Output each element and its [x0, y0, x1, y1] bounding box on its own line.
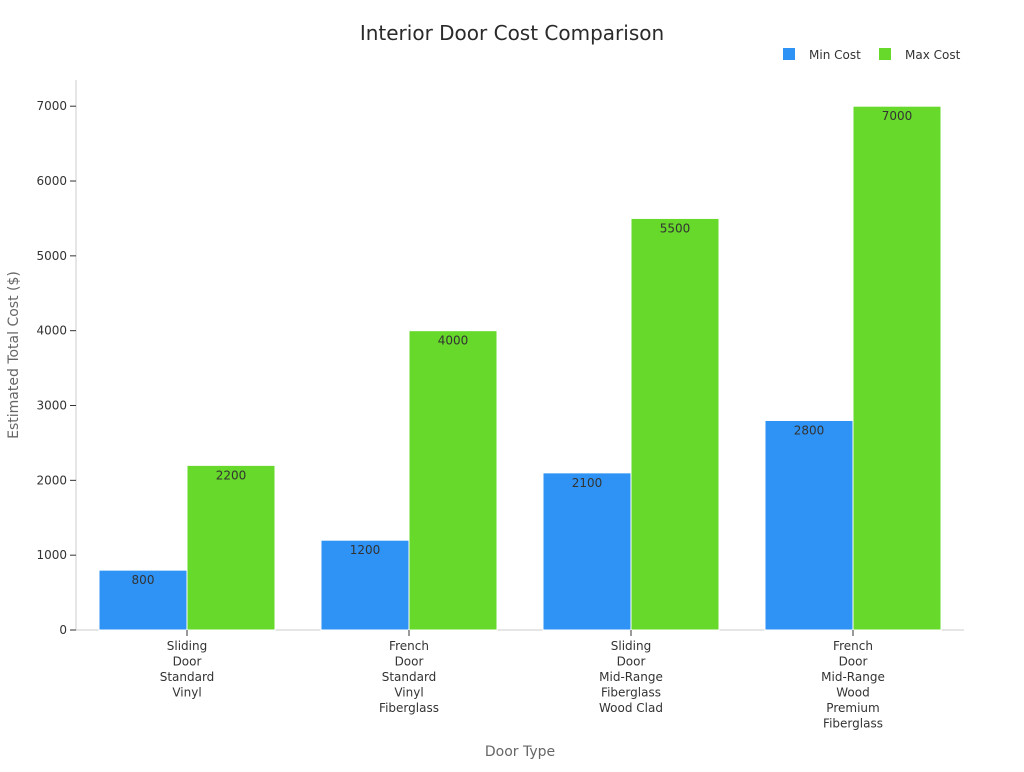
legend-label: Max Cost — [905, 48, 961, 62]
x-tick-label-line: Door — [173, 655, 202, 669]
y-tick-label: 6000 — [36, 174, 67, 188]
data-label: 2100 — [572, 476, 603, 490]
x-tick-label-line: Fiberglass — [379, 701, 439, 715]
x-tick-label-line: Door — [839, 655, 868, 669]
x-tick-label-line: Sliding — [611, 639, 651, 653]
x-tick-label: Sliding Door Mid-Range Fiberglass Wood Clad — [599, 639, 663, 715]
chart-title: Interior Door Cost Comparison — [360, 21, 664, 45]
x-tick-label: French Door Standard Vinyl Fiberglass — [379, 639, 439, 715]
x-tick-label: French Door Mid-Range Wood Premium Fiberglass — [821, 639, 885, 731]
x-tick-label-line: Wood Clad — [599, 701, 663, 715]
x-tick-label-line: Sliding — [167, 639, 207, 653]
x-tick-label-line: Door — [617, 655, 646, 669]
x-tick-label-line: Door — [395, 655, 424, 669]
legend: Min Cost Max Cost — [783, 48, 961, 62]
data-label: 2800 — [794, 423, 825, 437]
y-tick-label: 5000 — [36, 249, 67, 263]
x-tick-label-line: Vinyl — [394, 686, 423, 700]
x-tick-label-line: Vinyl — [172, 686, 201, 700]
bar-max-cost — [630, 217, 720, 631]
y-tick-label: 4000 — [36, 324, 67, 338]
y-tick-label: 0 — [59, 623, 67, 637]
data-label: 7000 — [882, 109, 913, 123]
legend-label: Min Cost — [809, 48, 861, 62]
data-label: 4000 — [438, 334, 469, 348]
data-label: 2200 — [216, 468, 247, 482]
x-tick-label-line: Fiberglass — [823, 717, 883, 731]
x-tick-label-line: Fiberglass — [601, 686, 661, 700]
x-axis-label: Door Type — [485, 744, 555, 760]
y-axis-ticks: 0 1000 2000 3000 4000 5000 6000 7000 — [36, 99, 76, 637]
x-tick-label-line: Standard — [382, 670, 437, 684]
y-tick-label: 7000 — [36, 99, 67, 113]
data-labels-group: 800 2200 1200 4000 2100 5500 2800 7000 — [132, 109, 913, 587]
bar-min-cost — [764, 419, 854, 631]
bar-max-cost — [186, 464, 276, 631]
y-axis-label: Estimated Total Cost ($) — [6, 271, 22, 439]
x-tick-label-line: Mid-Range — [599, 670, 663, 684]
x-tick-label-line: French — [389, 639, 429, 653]
x-tick-label-line: Premium — [826, 701, 879, 715]
x-tick-label-line: French — [833, 639, 873, 653]
x-tick-label-line: Wood — [836, 686, 869, 700]
y-tick-label: 2000 — [36, 473, 67, 487]
data-label: 800 — [132, 573, 155, 587]
y-tick-label: 3000 — [36, 399, 67, 413]
bar-min-cost — [320, 539, 410, 631]
x-tick-label: Sliding Door Standard Vinyl — [160, 639, 215, 700]
bar-min-cost — [542, 472, 632, 631]
x-tick-label-line: Standard — [160, 670, 215, 684]
bar-max-cost — [852, 105, 942, 631]
x-tick-label-line: Mid-Range — [821, 670, 885, 684]
bar-max-cost — [408, 330, 498, 631]
legend-swatch — [783, 48, 795, 60]
data-label: 1200 — [350, 543, 381, 557]
legend-swatch — [879, 48, 891, 60]
y-tick-label: 1000 — [36, 548, 67, 562]
data-label: 5500 — [660, 221, 691, 235]
bars-group — [98, 105, 942, 631]
